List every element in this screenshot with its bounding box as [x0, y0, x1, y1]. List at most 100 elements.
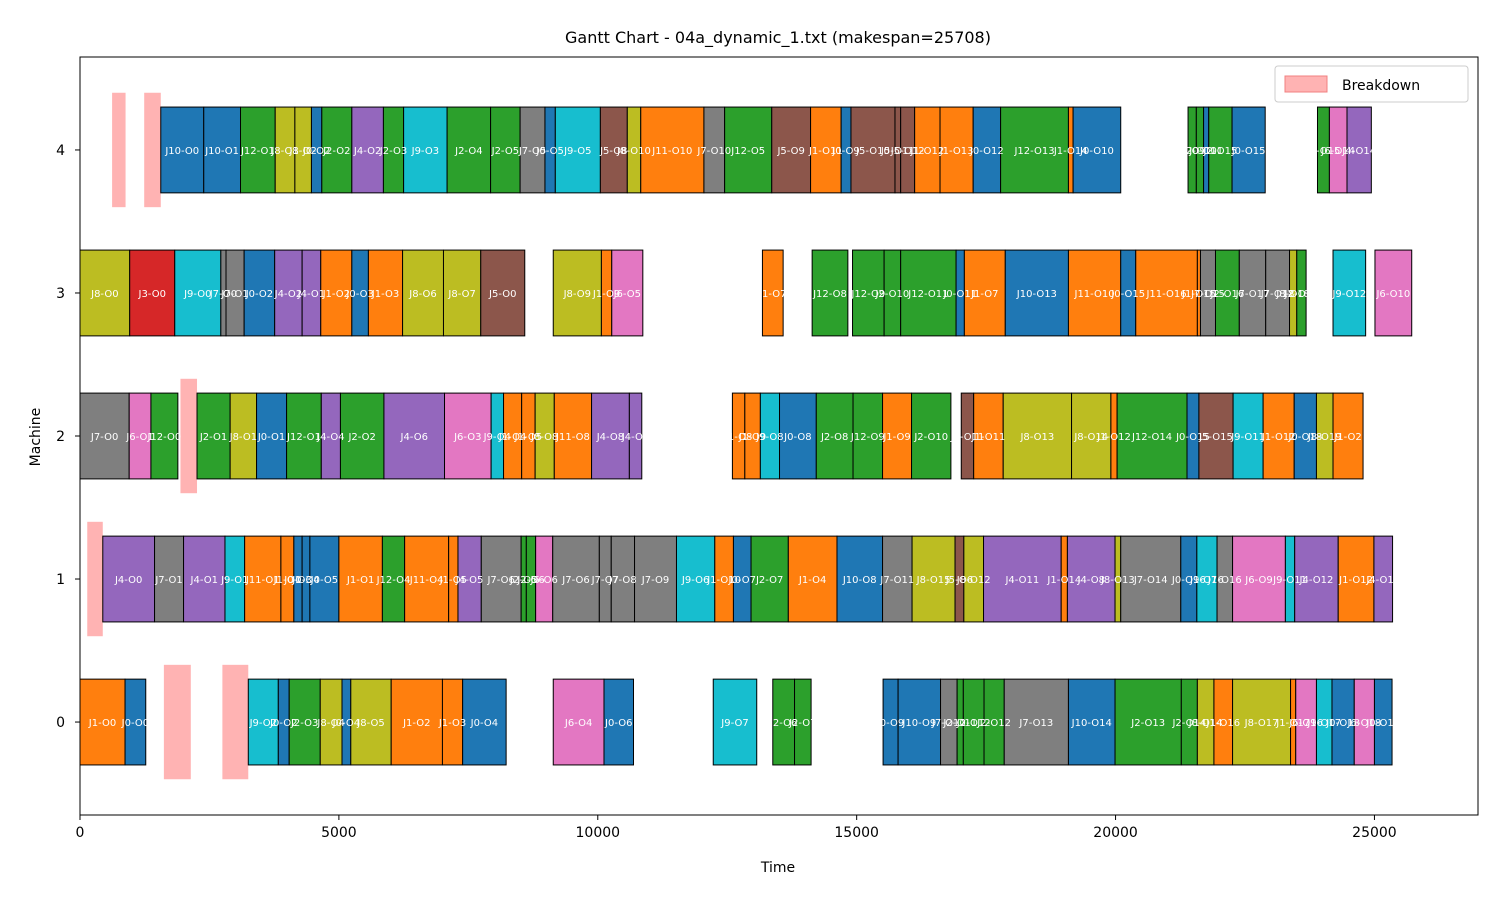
- operation-label: J8-O9: [563, 289, 591, 300]
- operation-bar: [402, 249, 444, 337]
- operation-label: J2-O2: [347, 432, 375, 443]
- operation-bar: [102, 535, 156, 623]
- operation-label: J0-O4: [332, 718, 360, 729]
- operation-label: J9-O0: [183, 289, 211, 300]
- operation-label: J7-O6: [486, 575, 514, 586]
- operation-label: J2-O11: [942, 718, 977, 729]
- operation-label: J0-O9: [876, 718, 904, 729]
- operation-label: J12-O9: [850, 432, 885, 443]
- operation-label: J9-O8: [755, 432, 783, 443]
- operation-label: J0-O3: [345, 289, 373, 300]
- operation-label: J0-O15: [1231, 146, 1266, 157]
- operation-bar: [383, 392, 446, 480]
- y-tick-label: 1: [56, 572, 65, 588]
- operation-bar: [1067, 249, 1122, 337]
- operation-bar: [554, 106, 601, 194]
- operation-label: J6-O16: [1288, 718, 1323, 729]
- operation-label: J4-O11: [1365, 575, 1400, 586]
- operation-label: J11-O10: [1074, 289, 1115, 300]
- operation-bar: [256, 392, 288, 480]
- operation-label: J4-O11: [1004, 575, 1039, 586]
- operation-label: J2-O2: [322, 146, 350, 157]
- x-tick-label: 25000: [1352, 825, 1397, 841]
- operation-bar: [403, 106, 448, 194]
- operation-label: J1-O12: [1261, 432, 1296, 443]
- operation-bar: [761, 249, 784, 337]
- y-axis-label: Machine: [28, 408, 44, 467]
- operation-bar: [983, 535, 1062, 623]
- operation-label: J10-O8: [842, 575, 877, 586]
- operation-bar: [243, 249, 276, 337]
- operation-bar: [552, 678, 605, 766]
- operation-bar: [911, 535, 956, 623]
- operation-bar: [939, 106, 974, 194]
- operation-bar: [771, 106, 812, 194]
- operation-bar: [972, 106, 1002, 194]
- operation-label: J0-O2: [269, 718, 297, 729]
- operation-label: J11-O4: [409, 575, 444, 586]
- operation-label: J1-O1: [346, 575, 374, 586]
- y-tick-label: 4: [56, 143, 65, 159]
- operation-label: J7-O5: [518, 146, 546, 157]
- operation-label: J2-O18: [1284, 289, 1319, 300]
- operation-label: J0-O6: [604, 718, 632, 729]
- operation-label: J8-O13: [1100, 575, 1135, 586]
- operation-label: J2-O10: [913, 432, 948, 443]
- operation-bar: [339, 392, 385, 480]
- operation-bar: [552, 249, 602, 337]
- y-tick-label: 0: [56, 715, 65, 731]
- operation-label: J9-O12: [1331, 289, 1366, 300]
- operation-label: J1-O3: [438, 718, 466, 729]
- operation-label: J1-O8: [724, 432, 752, 443]
- breakdown-mark: [222, 664, 249, 780]
- x-axis-label: Time: [760, 860, 795, 876]
- y-tick-label: 2: [56, 429, 65, 445]
- operation-label: J8-O1: [270, 146, 298, 157]
- operation-label: J12-O11: [907, 289, 948, 300]
- operation-label: J9-O2: [249, 718, 277, 729]
- operation-label: J0-O18: [1287, 432, 1322, 443]
- operation-label: J1-O2: [402, 718, 430, 729]
- operation-label: J2-O1: [199, 432, 227, 443]
- operation-bar: [320, 249, 353, 337]
- operation-label: J1-O13: [939, 146, 974, 157]
- operation-label: J7-O9: [641, 575, 669, 586]
- operation-label: J8-O5: [356, 718, 384, 729]
- operation-bar: [183, 535, 226, 623]
- legend: Breakdown: [1274, 65, 1469, 103]
- operation-label: J7-O15: [1190, 289, 1225, 300]
- operation-bar: [603, 678, 635, 766]
- operation-bar: [794, 678, 812, 766]
- operation-label: J0-O8: [783, 432, 811, 443]
- operation-label: J8-O0: [90, 289, 118, 300]
- breakdown-mark: [112, 92, 126, 208]
- operation-label: J2-O5: [509, 575, 537, 586]
- operation-label: J5-O9: [776, 146, 804, 157]
- operation-bar: [1332, 392, 1364, 480]
- operation-bar: [150, 392, 179, 480]
- operation-label: J2-O12: [956, 718, 991, 729]
- operation-label: J5-O15: [1198, 432, 1233, 443]
- operation-label: J10-O0: [164, 146, 199, 157]
- operation-bar: [1373, 678, 1393, 766]
- operation-label: J8-O12: [956, 575, 991, 586]
- operation-label: J1-O15: [1181, 289, 1216, 300]
- operation-bar: [174, 249, 222, 337]
- operation-bar: [390, 678, 443, 766]
- operation-bar: [911, 392, 952, 480]
- operation-label: J7-O6: [561, 575, 589, 586]
- operation-label: J0-O16: [1171, 575, 1206, 586]
- operation-bar: [973, 392, 1004, 480]
- operation-label: J1-O2: [1333, 432, 1361, 443]
- operation-label: J1-O12: [1096, 432, 1131, 443]
- operation-label: J0-O2: [245, 289, 273, 300]
- operation-label: J1-O9: [592, 289, 620, 300]
- operation-label: J2-O6: [769, 718, 797, 729]
- operation-bar: [196, 392, 231, 480]
- operation-label: J11-O1: [245, 575, 280, 586]
- operation-bar: [1374, 249, 1413, 337]
- operation-label: J0-O11: [1188, 146, 1223, 157]
- operation-label: J7-O8: [608, 575, 636, 586]
- operation-label: J1-O7: [970, 289, 998, 300]
- operation-label: J0-O10: [1079, 146, 1114, 157]
